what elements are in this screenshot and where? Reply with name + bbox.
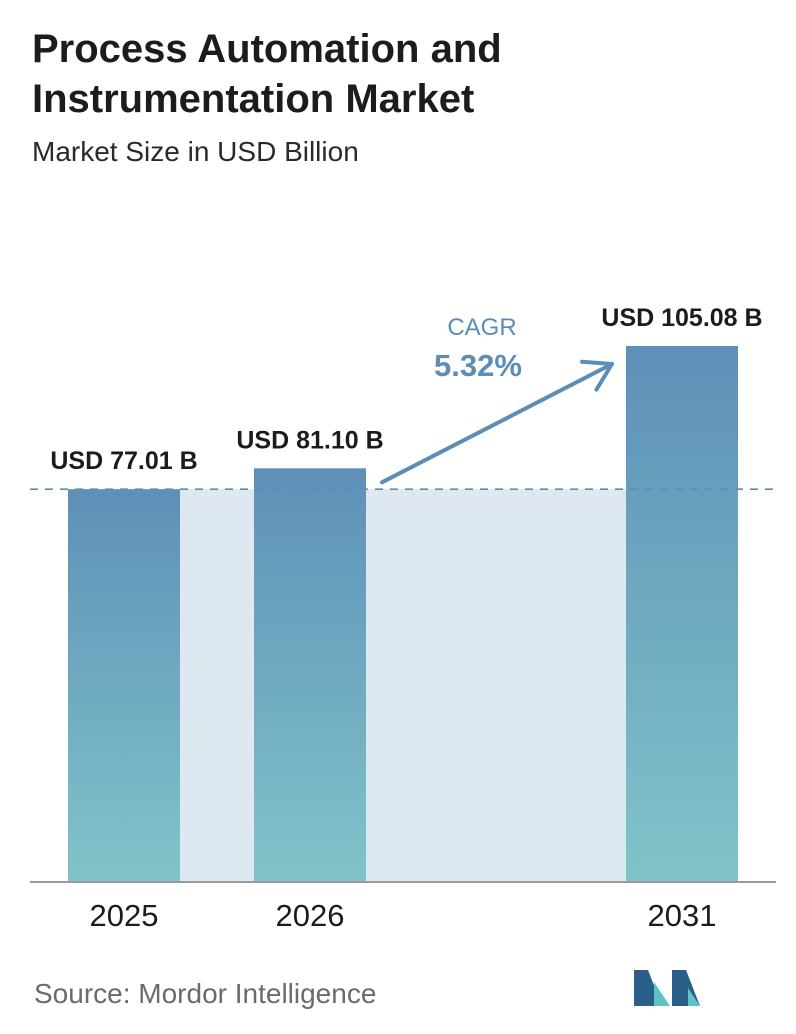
bar-2031 bbox=[626, 346, 738, 882]
value-label-2026: USD 81.10 B bbox=[236, 426, 383, 454]
bar-2026 bbox=[254, 468, 366, 882]
cagr-arrow bbox=[380, 362, 614, 485]
x-tick-label-2031: 2031 bbox=[648, 898, 717, 933]
cagr-label: CAGR bbox=[447, 314, 516, 341]
cagr-value: 5.32% bbox=[434, 348, 522, 383]
x-tick-label-2026: 2026 bbox=[276, 898, 345, 933]
bar-chart: USD 77.01 B 2025 USD 81.10 B 2026 USD 105.08… bbox=[30, 304, 776, 933]
cagr-arrowhead bbox=[580, 359, 614, 392]
chart-title: Process Automation and Instrumentation M… bbox=[32, 27, 502, 121]
bar-2025 bbox=[68, 489, 180, 882]
value-label-2031: USD 105.08 B bbox=[601, 304, 762, 332]
source-note: Source: Mordor Intelligence bbox=[34, 978, 377, 1009]
mordor-intelligence-logo-icon bbox=[634, 970, 700, 1006]
chart-subtitle: Market Size in USD Billion bbox=[32, 136, 359, 167]
value-label-2025: USD 77.01 B bbox=[50, 447, 197, 475]
x-tick-label-2025: 2025 bbox=[90, 898, 159, 933]
